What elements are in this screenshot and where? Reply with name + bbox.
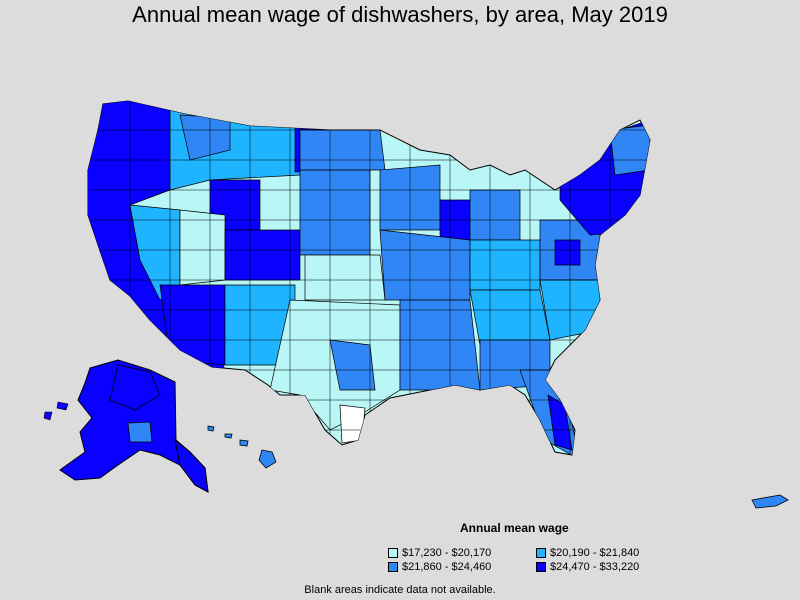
alaska-region: [43, 359, 209, 493]
legend-label-4: $24,470 - $33,220: [550, 561, 640, 573]
data-availability-note: Blank areas indicate data not available.: [304, 584, 496, 596]
legend-swatch-2: [536, 548, 546, 558]
legend-label-3: $21,860 - $24,460: [402, 561, 492, 573]
legend-swatch-4: [536, 562, 546, 572]
map-title: Annual mean wage of dishwashers, by area…: [132, 2, 668, 27]
legend-item-1: $17,230 - $20,170: [388, 547, 491, 559]
hawaii-region: [207, 425, 277, 469]
contiguous-us-region: [87, 100, 651, 456]
puerto-rico-region: [751, 494, 789, 509]
legend-swatch-1: [388, 548, 398, 558]
legend-title: Annual mean wage: [460, 521, 569, 535]
legend-swatch-3: [388, 562, 398, 572]
legend-item-4: $24,470 - $33,220: [536, 561, 639, 573]
legend-item-3: $21,860 - $24,460: [388, 561, 491, 573]
legend-label-2: $20,190 - $21,840: [550, 547, 640, 559]
legend-label-1: $17,230 - $20,170: [402, 547, 492, 559]
legend-item-2: $20,190 - $21,840: [536, 547, 639, 559]
